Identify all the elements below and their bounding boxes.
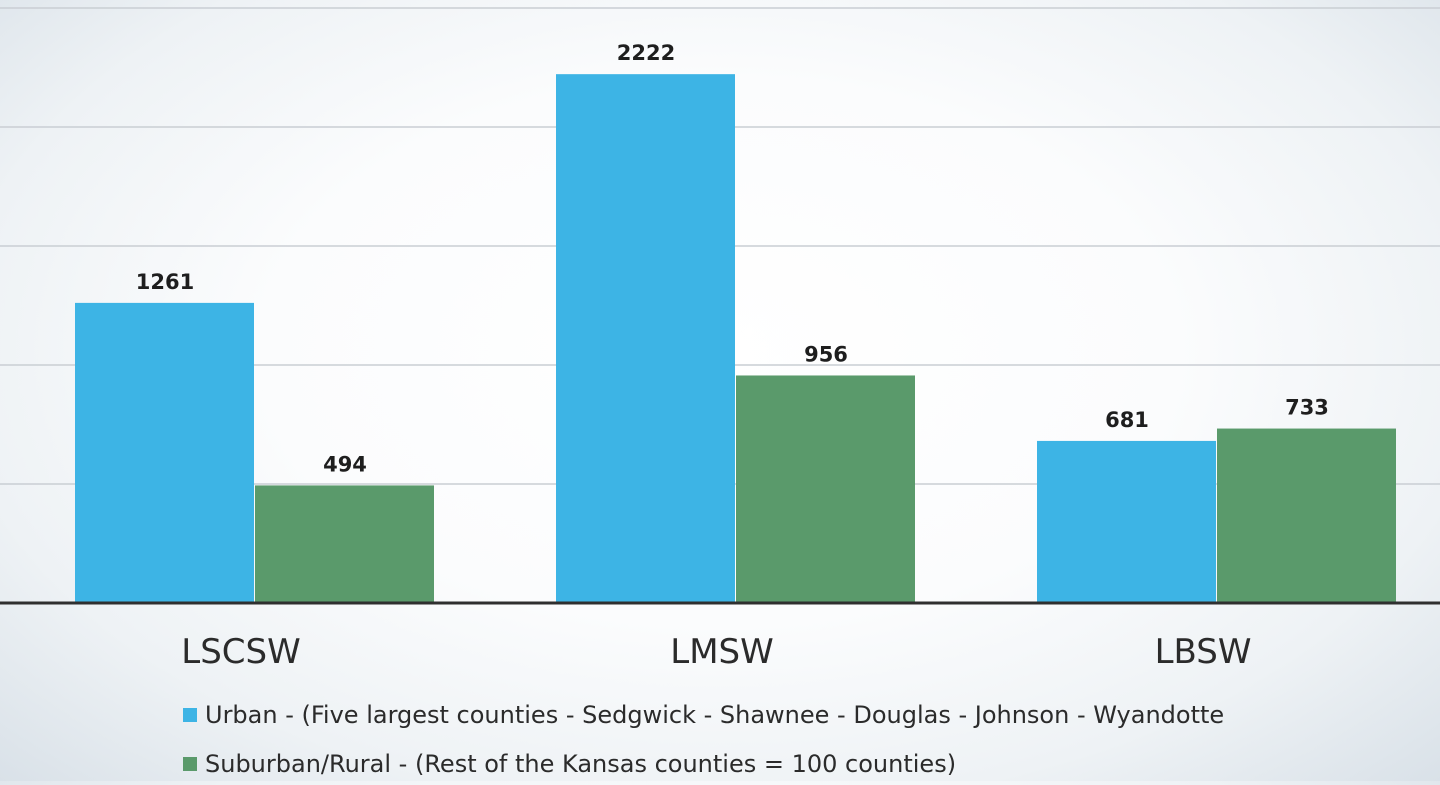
- data-label: 733: [1285, 396, 1329, 420]
- legend-label-suburban-rural: Suburban/Rural - (Rest of the Kansas cou…: [205, 750, 957, 778]
- category-label-lmsw: LMSW: [670, 632, 773, 672]
- legend-label-urban: Urban - (Five largest counties - Sedgwic…: [205, 701, 1225, 729]
- value-labels: 1261 2222 681 494 956 733: [136, 41, 1329, 476]
- legend-swatch-suburban-rural: [183, 757, 197, 771]
- bar-lmsw-series-0: [556, 74, 735, 603]
- data-label: 2222: [617, 41, 675, 65]
- bars: [75, 74, 1396, 603]
- legend-swatch-urban: [183, 708, 197, 722]
- data-label: 1261: [136, 270, 194, 294]
- bar-lscsw-series-0: [75, 302, 254, 603]
- category-label-lbsw: LBSW: [1155, 632, 1252, 672]
- data-label: 681: [1105, 408, 1149, 432]
- data-label: 956: [804, 342, 848, 366]
- category-label-lscsw: LSCSW: [181, 632, 300, 672]
- bar-lmsw-series-1: [736, 375, 915, 603]
- bar-lbsw-series-0: [1037, 440, 1216, 603]
- legend-item-suburban-rural: Suburban/Rural - (Rest of the Kansas cou…: [183, 744, 1383, 784]
- bar-lscsw-series-1: [255, 485, 434, 603]
- bar-lbsw-series-1: [1217, 428, 1396, 603]
- legend-item-urban: Urban - (Five largest counties - Sedgwic…: [183, 695, 1383, 735]
- category-labels: LSCSW LMSW LBSW: [181, 632, 1251, 672]
- data-label: 494: [323, 452, 367, 476]
